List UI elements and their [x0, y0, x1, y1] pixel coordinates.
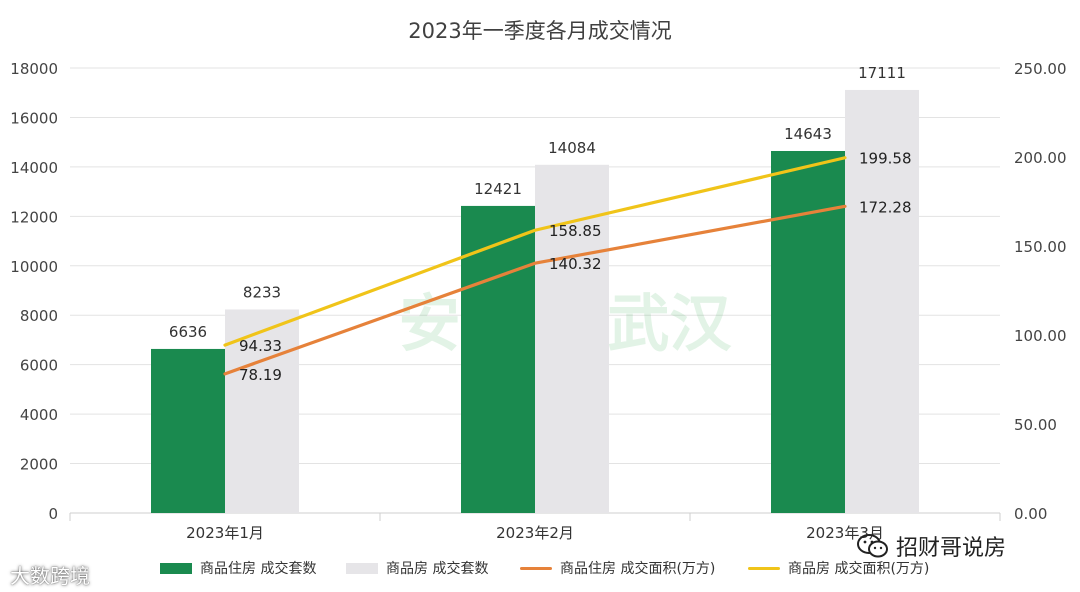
- bar-value-label: 17111: [858, 64, 906, 82]
- y-left-tick-label: 16000: [10, 109, 58, 127]
- legend-item-commercial-units: 商品房 成交套数: [346, 556, 488, 580]
- legend-label: 商品房 成交面积(万方): [788, 561, 930, 577]
- legend-item-residential-units: 商品住房 成交套数: [160, 556, 316, 580]
- series-line: [223, 156, 847, 347]
- legend-swatch: [346, 562, 378, 574]
- line-value-label: 158.85: [549, 222, 602, 240]
- y-right-tick-label: 100.00: [1014, 327, 1067, 345]
- bar-value-label: 6636: [169, 323, 207, 341]
- y-left-tick-label: 8000: [20, 307, 58, 325]
- bar-value-label: 12421: [474, 180, 522, 198]
- y-left-tick-label: 14000: [10, 159, 58, 177]
- legend-swatch: [748, 566, 780, 570]
- legend-label: 商品房 成交套数: [386, 561, 489, 577]
- y-left-tick-label: 18000: [10, 60, 58, 78]
- line-value-label: 78.19: [239, 366, 282, 384]
- x-tick-label: 2023年2月: [496, 524, 574, 542]
- series-lines: [223, 156, 847, 376]
- legend-label: 商品住房 成交面积(万方): [560, 561, 716, 577]
- bar: [845, 89, 919, 513]
- y-right-tick-label: 50.00: [1014, 416, 1057, 434]
- wechat-icon: [857, 534, 888, 558]
- bar-value-label: 14084: [548, 139, 596, 157]
- y-left-tick-label: 2000: [20, 456, 58, 474]
- y-right-tick-label: 0.00: [1014, 505, 1047, 523]
- x-tick-label: 2023年1月: [186, 524, 264, 542]
- bars: [151, 89, 919, 513]
- bar: [151, 348, 225, 513]
- axis-labels: 0 2000 4000 6000 8000 10000 12000 14000 16000 180…: [10, 60, 1066, 542]
- legend-item-commercial-area: 商品房 成交面积(万方): [748, 556, 929, 580]
- x-tick-label: 2023年3月: [806, 524, 884, 542]
- y-left-tick-label: 4000: [20, 406, 58, 424]
- y-right-tick-label: 150.00: [1014, 238, 1067, 256]
- bar-value-label: 14643: [784, 125, 832, 143]
- series-line: [223, 204, 847, 376]
- watermark-bottom-left: 大数跨境: [10, 560, 90, 589]
- y-left-tick-label: 12000: [10, 208, 58, 226]
- bar: [461, 205, 535, 513]
- legend-label: 商品住房 成交套数: [200, 561, 317, 577]
- line-value-label: 140.32: [549, 255, 602, 273]
- watermark-bottom-right: 招财哥说房: [856, 530, 1006, 562]
- legend: 商品住房 成交套数 商品房 成交套数 商品住房 成交面积(万方) 商品房 成交面…: [0, 556, 1080, 580]
- y-left-tick-label: 6000: [20, 357, 58, 375]
- line-value-label: 94.33: [239, 337, 282, 355]
- y-left-tick-label: 10000: [10, 258, 58, 276]
- y-left-tick-label: 0: [48, 505, 58, 523]
- bar-value-label: 8233: [243, 283, 281, 301]
- data-labels: 6636 12421 14643 8233 14084 17111 78.19 140.32 1…: [169, 64, 912, 384]
- y-right-tick-label: 200.00: [1014, 149, 1067, 167]
- legend-swatch: [160, 562, 192, 574]
- watermark-bottom-left-text: 大数跨境: [10, 564, 90, 588]
- bar: [771, 150, 845, 513]
- chart-title: 2023年一季度各月成交情况: [408, 19, 671, 43]
- bar: [225, 309, 299, 513]
- legend-swatch: [520, 566, 552, 570]
- y-right-tick-label: 250.00: [1014, 60, 1067, 78]
- line-value-label: 172.28: [859, 198, 912, 216]
- watermark-bottom-right-text: 招财哥说房: [896, 536, 1007, 561]
- line-value-label: 199.58: [859, 150, 912, 168]
- legend-item-residential-area: 商品住房 成交面积(万方): [520, 556, 715, 580]
